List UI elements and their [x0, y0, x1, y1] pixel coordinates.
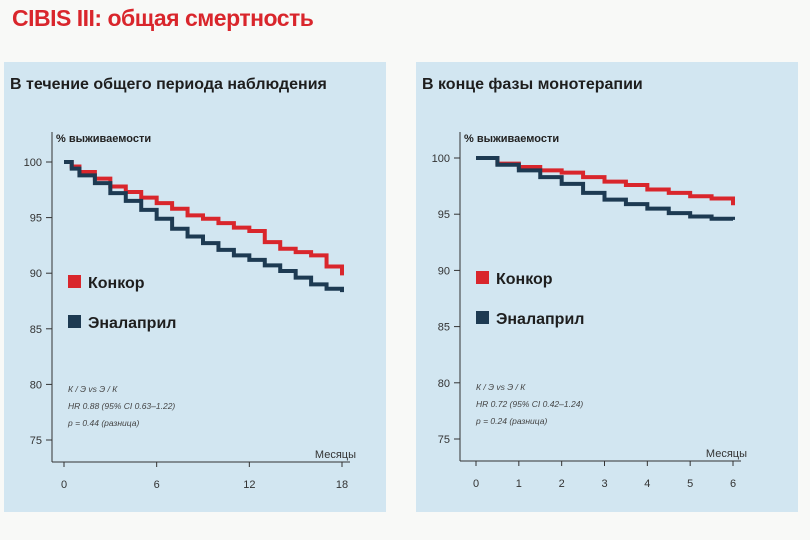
- y-tick-label: 100: [432, 153, 450, 165]
- x-tick-label: 12: [243, 479, 255, 491]
- y-tick-label: 100: [24, 157, 42, 169]
- stats-annotation: HR 0.72 (95% CI 0.42–1.24): [476, 399, 583, 409]
- legend-label-enalapril: Эналаприл: [88, 315, 176, 332]
- page-title: CIBIS III: общая смертность: [12, 5, 314, 31]
- y-tick-label: 75: [438, 434, 450, 446]
- chart-title-monotherapy: В конце фазы монотерапии: [422, 76, 643, 93]
- chart-title-overall: В течение общего периода наблюдения: [10, 76, 327, 93]
- stats-annotation: p = 0.44 (разница): [67, 418, 139, 428]
- y-tick-label: 80: [30, 379, 42, 391]
- y-tick-label: 75: [30, 435, 42, 447]
- x-tick-label: 0: [61, 479, 67, 491]
- stats-annotation: К / Э vs Э / К: [476, 382, 526, 392]
- legend-swatch-concor: [68, 275, 81, 288]
- y-tick-label: 85: [30, 324, 42, 336]
- legend-label-enalapril: Эналаприл: [496, 311, 584, 328]
- chart-overall: % выживаемости 75 80 85 90 95 100 0 6 12 18 Месяцы К…: [24, 132, 356, 491]
- series-line-concor: [64, 160, 344, 276]
- legend-swatch-enalapril: [476, 311, 489, 324]
- y-tick-label: 95: [30, 213, 42, 225]
- chart-monotherapy: % выживаемости 75 80 85 90 95 100 0 1 2 3 4 5 6 Месяцы…: [432, 132, 747, 490]
- x-tick-label: 3: [601, 478, 607, 490]
- y-tick-label: 95: [438, 209, 450, 221]
- legend-label-concor: Конкор: [496, 271, 553, 288]
- y-tick-label: 90: [438, 265, 450, 277]
- series-line-enalapril: [476, 156, 735, 221]
- legend-label-concor: Конкор: [88, 275, 145, 292]
- x-tick-label: 4: [644, 478, 650, 490]
- stats-annotation: p = 0.24 (разница): [475, 416, 547, 426]
- y-tick-label: 90: [30, 268, 42, 280]
- x-axis-label: Месяцы: [315, 449, 356, 461]
- chart-panel-monotherapy: В конце фазы монотерапии % выживаемости 7…: [416, 62, 798, 512]
- chart-panel-overall: В течение общего периода наблюдения % вы…: [4, 62, 386, 512]
- x-tick-label: 5: [687, 478, 693, 490]
- x-tick-label: 6: [730, 478, 736, 490]
- stats-annotation: HR 0.88 (95% CI 0.63–1.22): [68, 401, 175, 411]
- stats-annotation: К / Э vs Э / К: [68, 384, 118, 394]
- y-tick-label: 85: [438, 322, 450, 334]
- y-tick-label: 80: [438, 378, 450, 390]
- y-axis-label: % выживаемости: [464, 133, 559, 145]
- legend-swatch-enalapril: [68, 315, 81, 328]
- x-tick-label: 0: [473, 478, 479, 490]
- series-line-enalapril: [64, 160, 344, 293]
- x-tick-label: 2: [559, 478, 565, 490]
- legend-swatch-concor: [476, 271, 489, 284]
- x-tick-label: 6: [154, 479, 160, 491]
- x-tick-label: 1: [516, 478, 522, 490]
- x-axis-label: Месяцы: [706, 448, 747, 460]
- x-tick-label: 18: [336, 479, 348, 491]
- y-axis-label: % выживаемости: [56, 133, 151, 145]
